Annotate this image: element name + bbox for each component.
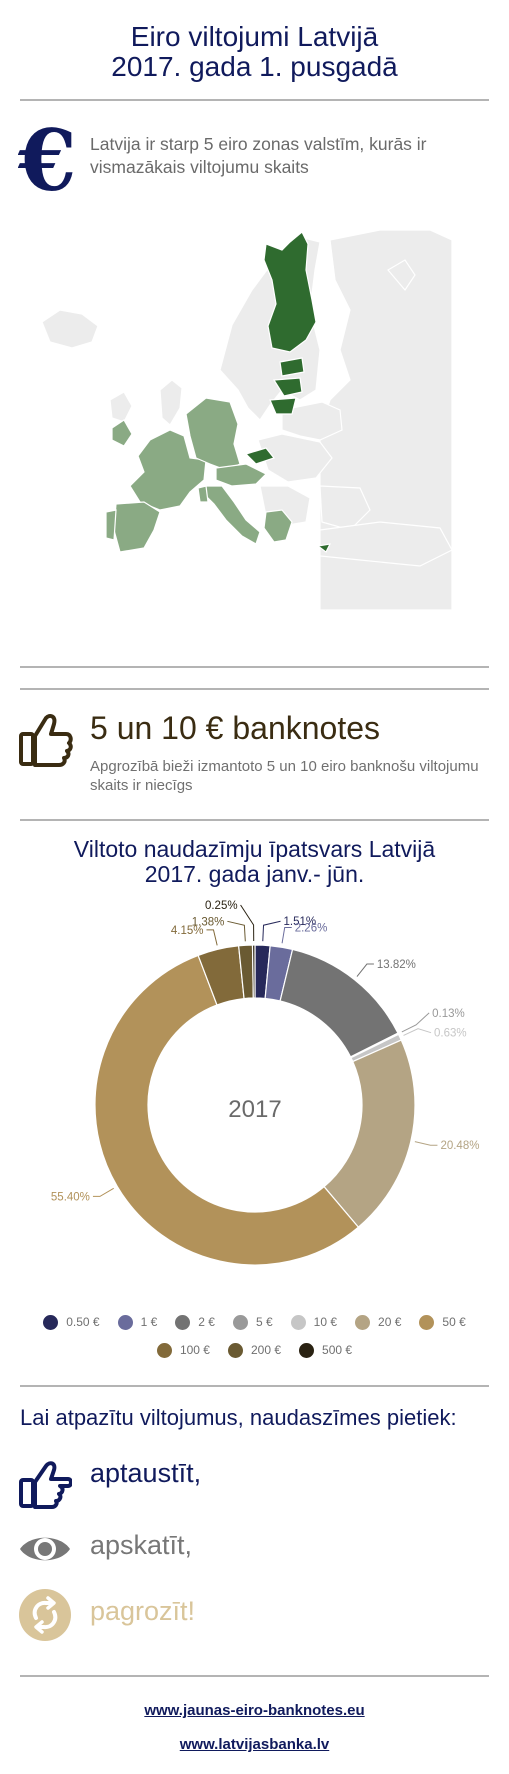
divider bbox=[20, 1675, 489, 1677]
legend-label: 5 € bbox=[255, 1315, 273, 1329]
legend-swatch bbox=[156, 1342, 172, 1358]
legend-label: 0.50 € bbox=[66, 1315, 100, 1329]
legend-item[interactable]: 200 € bbox=[227, 1342, 282, 1358]
eye-icon bbox=[18, 1522, 72, 1576]
tips-title: Lai atpazītu viltojumus, naudaszīmes pie… bbox=[20, 1405, 457, 1430]
donut-leader-line bbox=[92, 1187, 114, 1197]
chart-legend: 0.50 € 1 € 2 € 5 € 10 € 20 € 50 € 100 € 200 € 50… bbox=[0, 1308, 509, 1364]
legend-item[interactable]: 20 € bbox=[355, 1314, 402, 1330]
divider bbox=[20, 1385, 489, 1387]
legend-row: 100 € 200 € 500 € bbox=[0, 1336, 509, 1364]
legend-swatch bbox=[175, 1314, 191, 1330]
donut-slice-6 bbox=[323, 1039, 416, 1229]
title-line-2: 2017. gada 1. pusgadā bbox=[111, 51, 398, 82]
donut-value-label: 55.40% bbox=[51, 1191, 90, 1203]
europe-map bbox=[20, 229, 490, 625]
legend-label: 50 € bbox=[442, 1315, 466, 1329]
legend-swatch bbox=[290, 1314, 306, 1330]
donut-leader-line bbox=[356, 963, 374, 977]
legend-item[interactable]: 5 € bbox=[232, 1314, 273, 1330]
intro-text: Latvija ir starp 5 eiro zonas valstīm, k… bbox=[90, 134, 427, 177]
link-jaunas-eiro-banknotes[interactable]: www.jaunas-eiro-banknotes.eu bbox=[144, 1702, 365, 1719]
note-text: Apgrozībā bieži izmantoto 5 un 10 eiro b… bbox=[90, 758, 479, 794]
donut-slice-7 bbox=[94, 954, 360, 1266]
donut-value-label: 2.26% bbox=[295, 922, 328, 934]
legend-item[interactable]: 10 € bbox=[290, 1314, 338, 1330]
legend-swatch bbox=[299, 1342, 315, 1358]
legend-label: 200 € bbox=[250, 1343, 282, 1357]
donut-slice-10 bbox=[251, 944, 256, 999]
donut-leader-line bbox=[281, 926, 292, 944]
legend-label: 20 € bbox=[378, 1315, 402, 1329]
tip-text-touch: aptaustīt, bbox=[90, 1458, 202, 1488]
legend-item[interactable]: 100 € bbox=[156, 1342, 210, 1358]
donut-leader-line bbox=[262, 920, 281, 942]
chart-title: Viltoto naudazīmju īpatsvars Latvijā 201… bbox=[0, 837, 509, 887]
legend-item[interactable]: 50 € bbox=[419, 1314, 466, 1330]
chart-title-line-1: Viltoto naudazīmju īpatsvars Latvijā bbox=[73, 836, 436, 862]
legend-label: 2 € bbox=[198, 1315, 215, 1329]
legend-item[interactable]: 500 € bbox=[299, 1342, 353, 1358]
title-line-1: Eiro viltojumi Latvijā bbox=[130, 21, 379, 52]
legend-swatch bbox=[117, 1314, 133, 1330]
donut-leader-line bbox=[227, 920, 246, 942]
divider bbox=[20, 666, 489, 668]
svg-text:€: € bbox=[18, 122, 74, 202]
donut-value-label: 0.13% bbox=[432, 1008, 465, 1020]
rotate-icon bbox=[18, 1588, 72, 1642]
legend-swatch bbox=[43, 1314, 59, 1330]
donut-value-label: 0.63% bbox=[434, 1028, 467, 1040]
legend-swatch bbox=[419, 1314, 435, 1330]
tip-text-tilt: pagrozīt! bbox=[90, 1596, 196, 1626]
donut-value-label: 1.38% bbox=[192, 916, 225, 928]
divider bbox=[20, 99, 489, 101]
legend-item[interactable]: 1 € bbox=[117, 1314, 158, 1330]
donut-value-label: 20.48% bbox=[440, 1140, 479, 1152]
thumbs-up-icon bbox=[18, 712, 74, 770]
legend-label: 500 € bbox=[322, 1343, 353, 1357]
hand-pointing-icon bbox=[18, 1458, 73, 1512]
donut-value-label: 4.15% bbox=[171, 925, 204, 937]
legend-item[interactable]: 2 € bbox=[175, 1314, 215, 1330]
legend-swatch bbox=[232, 1314, 248, 1330]
legend-item[interactable]: 0.50 € bbox=[43, 1314, 100, 1330]
legend-label: 100 € bbox=[179, 1343, 210, 1357]
chart-title-line-2: 2017. gada janv.- jūn. bbox=[144, 861, 365, 887]
donut-value-label: 0.25% bbox=[205, 900, 238, 912]
legend-label: 1 € bbox=[140, 1315, 158, 1329]
donut-center-label: 2017 bbox=[228, 1096, 281, 1123]
page-title: Eiro viltojumi Latvijā 2017. gada 1. pus… bbox=[0, 22, 509, 82]
donut-leader-line bbox=[240, 904, 255, 942]
legend-label: 10 € bbox=[313, 1315, 338, 1329]
legend-swatch bbox=[355, 1314, 371, 1330]
donut-leader-line bbox=[414, 1141, 438, 1146]
link-latvijasbanka[interactable]: www.latvijasbanka.lv bbox=[179, 1736, 330, 1753]
donut-value-label: 13.82% bbox=[377, 959, 416, 971]
divider bbox=[20, 688, 489, 690]
donut-value-label: 1.51% bbox=[284, 916, 317, 928]
divider bbox=[20, 819, 489, 821]
tip-text-look: apskatīt, bbox=[90, 1530, 193, 1560]
donut-leader-line bbox=[403, 1028, 432, 1036]
euro-icon: € bbox=[17, 111, 76, 210]
donut-chart: 1.51% 2.26% 13.82% 0.13% 0.63% 20.48% 55.40% 4.… bbox=[0, 895, 509, 1275]
donut-chart-svg: 1.51%2.26% 13.82% 0.13% 0.63% 20.48% 55.40% 4.… bbox=[51, 900, 479, 1266]
donut-leader-line bbox=[401, 1012, 430, 1033]
note-title: 5 un 10 € banknotes bbox=[90, 710, 381, 746]
donut-leader-line bbox=[206, 929, 218, 946]
legend-swatch bbox=[227, 1342, 243, 1358]
legend-row: 0.50 € 1 € 2 € 5 € 10 € 20 € 50 € bbox=[0, 1308, 509, 1336]
